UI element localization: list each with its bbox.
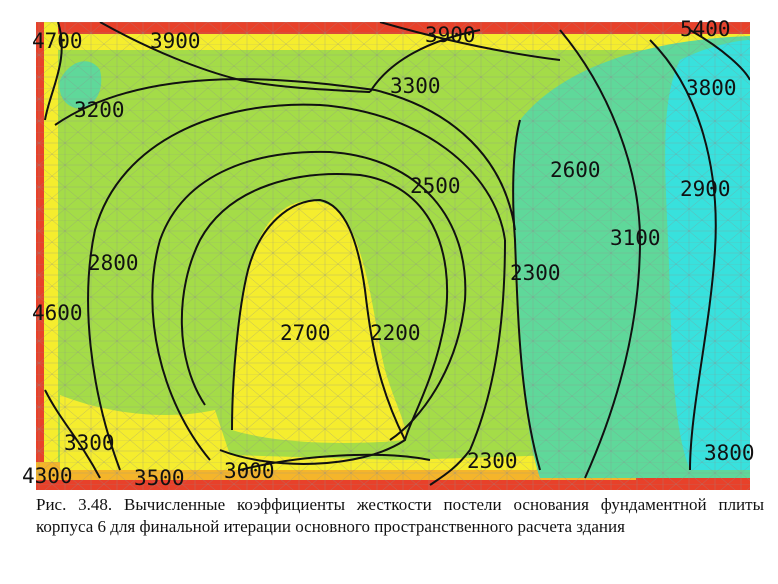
contour-label: 3300 [64,431,115,455]
contour-label: 2300 [467,449,518,473]
isoline-2800 [54,78,516,231]
contour-label: 2300 [510,261,561,285]
isoline-bottom-left [44,389,101,479]
isoline-2900 [649,39,717,471]
contour-label: 2700 [280,321,331,345]
contour-label: 3100 [610,226,661,250]
isoline-inner-ring [180,173,449,465]
isoline-2600 [512,119,541,471]
contour-label: 2900 [680,177,731,201]
contour-label: 2500 [410,174,461,198]
contour-label: 3300 [390,74,441,98]
figure-caption: Рис. 3.48. Вычисленные коэффициенты жест… [36,495,764,536]
contour-label: 3500 [134,466,185,490]
contour-label: 3800 [686,76,737,100]
contour-label: 4600 [32,301,83,325]
isoline-3100 [559,29,642,479]
isoline-2300-right [429,239,506,486]
contour-label: 2600 [550,158,601,182]
contour-label: 4700 [32,29,83,53]
contour-label: 5400 [680,17,731,41]
isoline-3300-top [379,22,561,61]
contour-labels: 4700 3900 3900 5400 3200 3300 3800 2600 … [22,17,755,490]
contour-label: 3800 [704,441,755,465]
isoline-3900-top [369,29,481,93]
contour-label: 3900 [150,29,201,53]
contour-label: 3900 [425,23,476,47]
contour-label: 2200 [370,321,421,345]
contour-label: 3000 [224,459,275,483]
contour-lines [44,22,750,486]
color-fill-layer [36,22,750,490]
contour-label: 4300 [22,464,73,488]
isoline-3800-right [689,29,750,81]
isoline-2500 [151,150,467,461]
isoline-bottom-3000 [239,453,431,471]
isoline-4700 [44,22,63,121]
isoline-2200 [231,198,406,441]
contour-label: 3200 [74,98,125,122]
contour-label: 2800 [88,251,139,275]
isoline-outer-ring [87,103,506,471]
stiffness-contour-map: 4700 3900 3900 5400 3200 3300 3800 2600 … [22,17,755,490]
